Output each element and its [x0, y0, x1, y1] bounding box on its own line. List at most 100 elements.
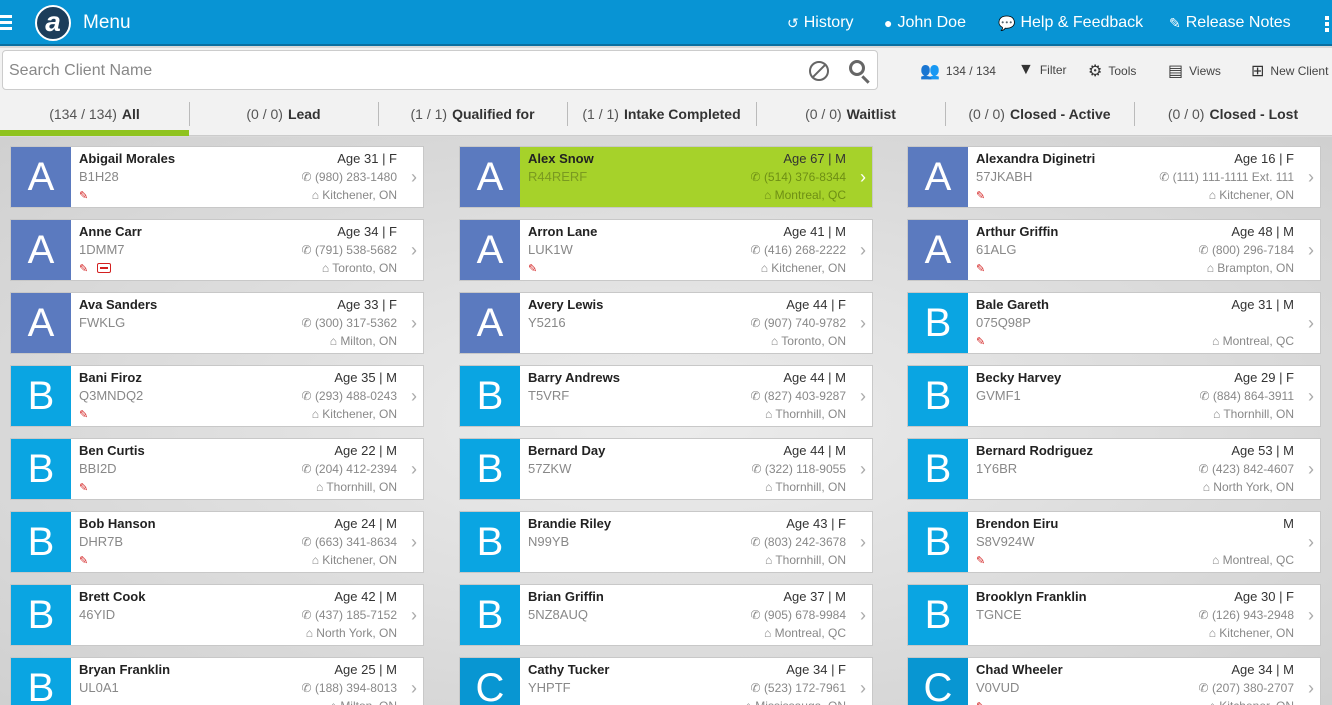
chevron-right-icon[interactable]: › — [411, 605, 417, 625]
chevron-right-icon[interactable]: › — [411, 532, 417, 552]
client-city-name: Kitchener, ON — [322, 188, 397, 202]
nav-user[interactable]: ● John Doe — [884, 14, 966, 32]
chevron-right-icon[interactable]: › — [1308, 605, 1314, 625]
chevron-right-icon[interactable]: › — [411, 313, 417, 333]
client-card[interactable]: B Brandie Riley N99YB Age 43 | F ✆ (803) 242… — [459, 511, 873, 573]
client-card[interactable]: B Bernard Rodriguez 1Y6BR Age 53 | M ✆ (423)… — [907, 438, 1321, 500]
chevron-right-icon[interactable]: › — [1308, 678, 1314, 698]
search-icon[interactable] — [849, 60, 865, 76]
client-card[interactable]: A Avery Lewis Y5216 Age 44 | F ✆ (907) 740-9… — [459, 292, 873, 354]
client-name: Bernard Day — [528, 443, 606, 458]
client-age-gender: Age 44 | M — [783, 443, 846, 458]
client-card[interactable]: A Arthur Griffin 61ALG Age 48 | M ✆ (800) 29… — [907, 219, 1321, 281]
tab-divider — [756, 102, 757, 126]
client-card[interactable]: C Chad Wheeler V0VUD Age 34 | M ✆ (207) 380-… — [907, 657, 1321, 705]
client-name: Anne Carr — [79, 224, 142, 239]
client-card[interactable]: A Abigail Morales B1H28 Age 31 | F ✆ (980) 2… — [10, 146, 424, 208]
menu-label[interactable]: Menu — [83, 12, 131, 33]
client-card[interactable]: B Bernard Day 57ZKW Age 44 | M ✆ (322) 118-9… — [459, 438, 873, 500]
client-count-label: 134 / 134 — [945, 64, 996, 78]
phone-icon: ✆ — [301, 243, 315, 257]
new-client-button[interactable]: ⊞ New Client — [1251, 61, 1328, 81]
client-city-name: Kitchener, ON — [771, 261, 846, 275]
pencil-icon: ✎ — [79, 190, 89, 202]
views-button[interactable]: ▤ Views — [1168, 61, 1221, 81]
chevron-right-icon[interactable]: › — [411, 386, 417, 406]
tab-closed-active[interactable]: (0 / 0) Closed - Active — [945, 92, 1134, 136]
client-code: B1H28 — [79, 169, 119, 184]
chevron-right-icon[interactable]: › — [860, 532, 866, 552]
tab-closed-lost[interactable]: (0 / 0) Closed - Lost — [1134, 92, 1332, 136]
client-card[interactable]: A Alex Snow R44RERF Age 67 | M ✆ (514) 376-8… — [459, 146, 873, 208]
client-city: ⌂ Kitchener, ON — [1209, 699, 1294, 705]
client-phone-number: (905) 678-9984 — [763, 608, 846, 622]
client-age-gender: Age 16 | F — [1234, 151, 1294, 166]
nav-help-feedback[interactable]: 💬 Help & Feedback — [998, 14, 1143, 32]
client-code: 075Q98P — [976, 315, 1031, 330]
client-card[interactable]: B Bryan Franklin UL0A1 Age 25 | M ✆ (188) 39… — [10, 657, 424, 705]
tab-qualified-for[interactable]: (1 / 1) Qualified for — [378, 92, 567, 136]
nav-release-notes[interactable]: ✎ Release Notes — [1169, 14, 1291, 32]
client-phone: ✆ (514) 376-8344 — [751, 170, 846, 184]
tab-lead[interactable]: (0 / 0) Lead — [189, 92, 378, 136]
client-card[interactable]: B Barry Andrews T5VRF Age 44 | M ✆ (827) 403… — [459, 365, 873, 427]
client-card[interactable]: B Bale Gareth 075Q98P Age 31 | M ⌂ Montreal,… — [907, 292, 1321, 354]
client-code: V0VUD — [976, 680, 1020, 695]
tab-all[interactable]: (134 / 134) All — [0, 92, 189, 136]
chevron-right-icon[interactable]: › — [860, 678, 866, 698]
client-code: FWKLG — [79, 315, 126, 330]
chevron-right-icon[interactable]: › — [411, 167, 417, 187]
chevron-right-icon[interactable]: › — [1308, 313, 1314, 333]
chevron-right-icon[interactable]: › — [860, 167, 866, 187]
client-phone-number: (884) 864-3911 — [1212, 389, 1294, 403]
chevron-right-icon[interactable]: › — [411, 240, 417, 260]
chevron-right-icon[interactable]: › — [1308, 167, 1314, 187]
clear-search-icon[interactable] — [809, 61, 829, 81]
chevron-right-icon[interactable]: › — [860, 386, 866, 406]
chevron-right-icon[interactable]: › — [1308, 532, 1314, 552]
search-input[interactable] — [9, 59, 789, 83]
client-age-gender: Age 53 | M — [1231, 443, 1294, 458]
chevron-right-icon[interactable]: › — [860, 459, 866, 479]
chevron-right-icon[interactable]: › — [860, 605, 866, 625]
phone-icon: ✆ — [750, 170, 764, 184]
chevron-right-icon[interactable]: › — [411, 678, 417, 698]
search-box — [2, 50, 878, 90]
chevron-right-icon[interactable]: › — [411, 459, 417, 479]
edit-icon: ✎ — [1169, 14, 1181, 31]
hamburger-menu-icon[interactable] — [0, 15, 12, 31]
client-card[interactable]: B Bob Hanson DHR7B Age 24 | M ✆ (663) 341-86… — [10, 511, 424, 573]
app-logo[interactable]: a — [35, 5, 71, 41]
client-card[interactable]: A Arron Lane LUK1W Age 41 | M ✆ (416) 268-22… — [459, 219, 873, 281]
client-card[interactable]: B Ben Curtis BBI2D Age 22 | M ✆ (204) 412-23… — [10, 438, 424, 500]
client-card[interactable]: C Cathy Tucker YHPTF Age 34 | F ✆ (523) 172-… — [459, 657, 873, 705]
client-avatar: A — [908, 147, 968, 207]
client-card[interactable]: B Becky Harvey GVMF1 Age 29 | F ✆ (884) 864-… — [907, 365, 1321, 427]
tab-waitlist[interactable]: (0 / 0) Waitlist — [756, 92, 945, 136]
client-card[interactable]: B Brooklyn Franklin TGNCE Age 30 | F ✆ (126)… — [907, 584, 1321, 646]
client-city: ⌂ Mississauga, ON — [745, 699, 846, 705]
client-card[interactable]: B Brendon Eiru S8V924W M ⌂ Montreal, QC ✎ › — [907, 511, 1321, 573]
client-card[interactable]: B Brian Griffin 5NZ8AUQ Age 37 | M ✆ (905) 6… — [459, 584, 873, 646]
chevron-right-icon[interactable]: › — [1308, 386, 1314, 406]
client-card[interactable]: A Alexandra Diginetri 57JKABH Age 16 | F ✆ (… — [907, 146, 1321, 208]
nav-history[interactable]: ↺ History — [787, 14, 854, 32]
client-phone: ✆ (663) 341-8634 — [302, 535, 397, 549]
client-card[interactable]: B Brett Cook 46YID Age 42 | M ✆ (437) 185-71… — [10, 584, 424, 646]
more-options-icon[interactable] — [1325, 16, 1329, 34]
client-card[interactable]: A Ava Sanders FWKLG Age 33 | F ✆ (300) 317-5… — [10, 292, 424, 354]
client-phone-number: (126) 943-2948 — [1211, 608, 1294, 622]
chevron-right-icon[interactable]: › — [1308, 240, 1314, 260]
tools-button[interactable]: ⚙ Tools — [1088, 61, 1136, 81]
chevron-right-icon[interactable]: › — [860, 240, 866, 260]
client-card[interactable]: A Anne Carr 1DMM7 Age 34 | F ✆ (791) 538-568… — [10, 219, 424, 281]
chevron-right-icon[interactable]: › — [1308, 459, 1314, 479]
tab-intake-completed[interactable]: (1 / 1) Intake Completed — [567, 92, 756, 136]
phone-icon: ✆ — [750, 535, 764, 549]
client-card[interactable]: B Bani Firoz Q3MNDQ2 Age 35 | M ✆ (293) 488-… — [10, 365, 424, 427]
views-icon: ▤ — [1168, 63, 1184, 80]
client-city: ⌂ Toronto, ON — [322, 261, 397, 275]
client-name: Brandie Riley — [528, 516, 612, 531]
filter-button[interactable]: ▼ Filter — [1018, 61, 1067, 79]
chevron-right-icon[interactable]: › — [860, 313, 866, 333]
